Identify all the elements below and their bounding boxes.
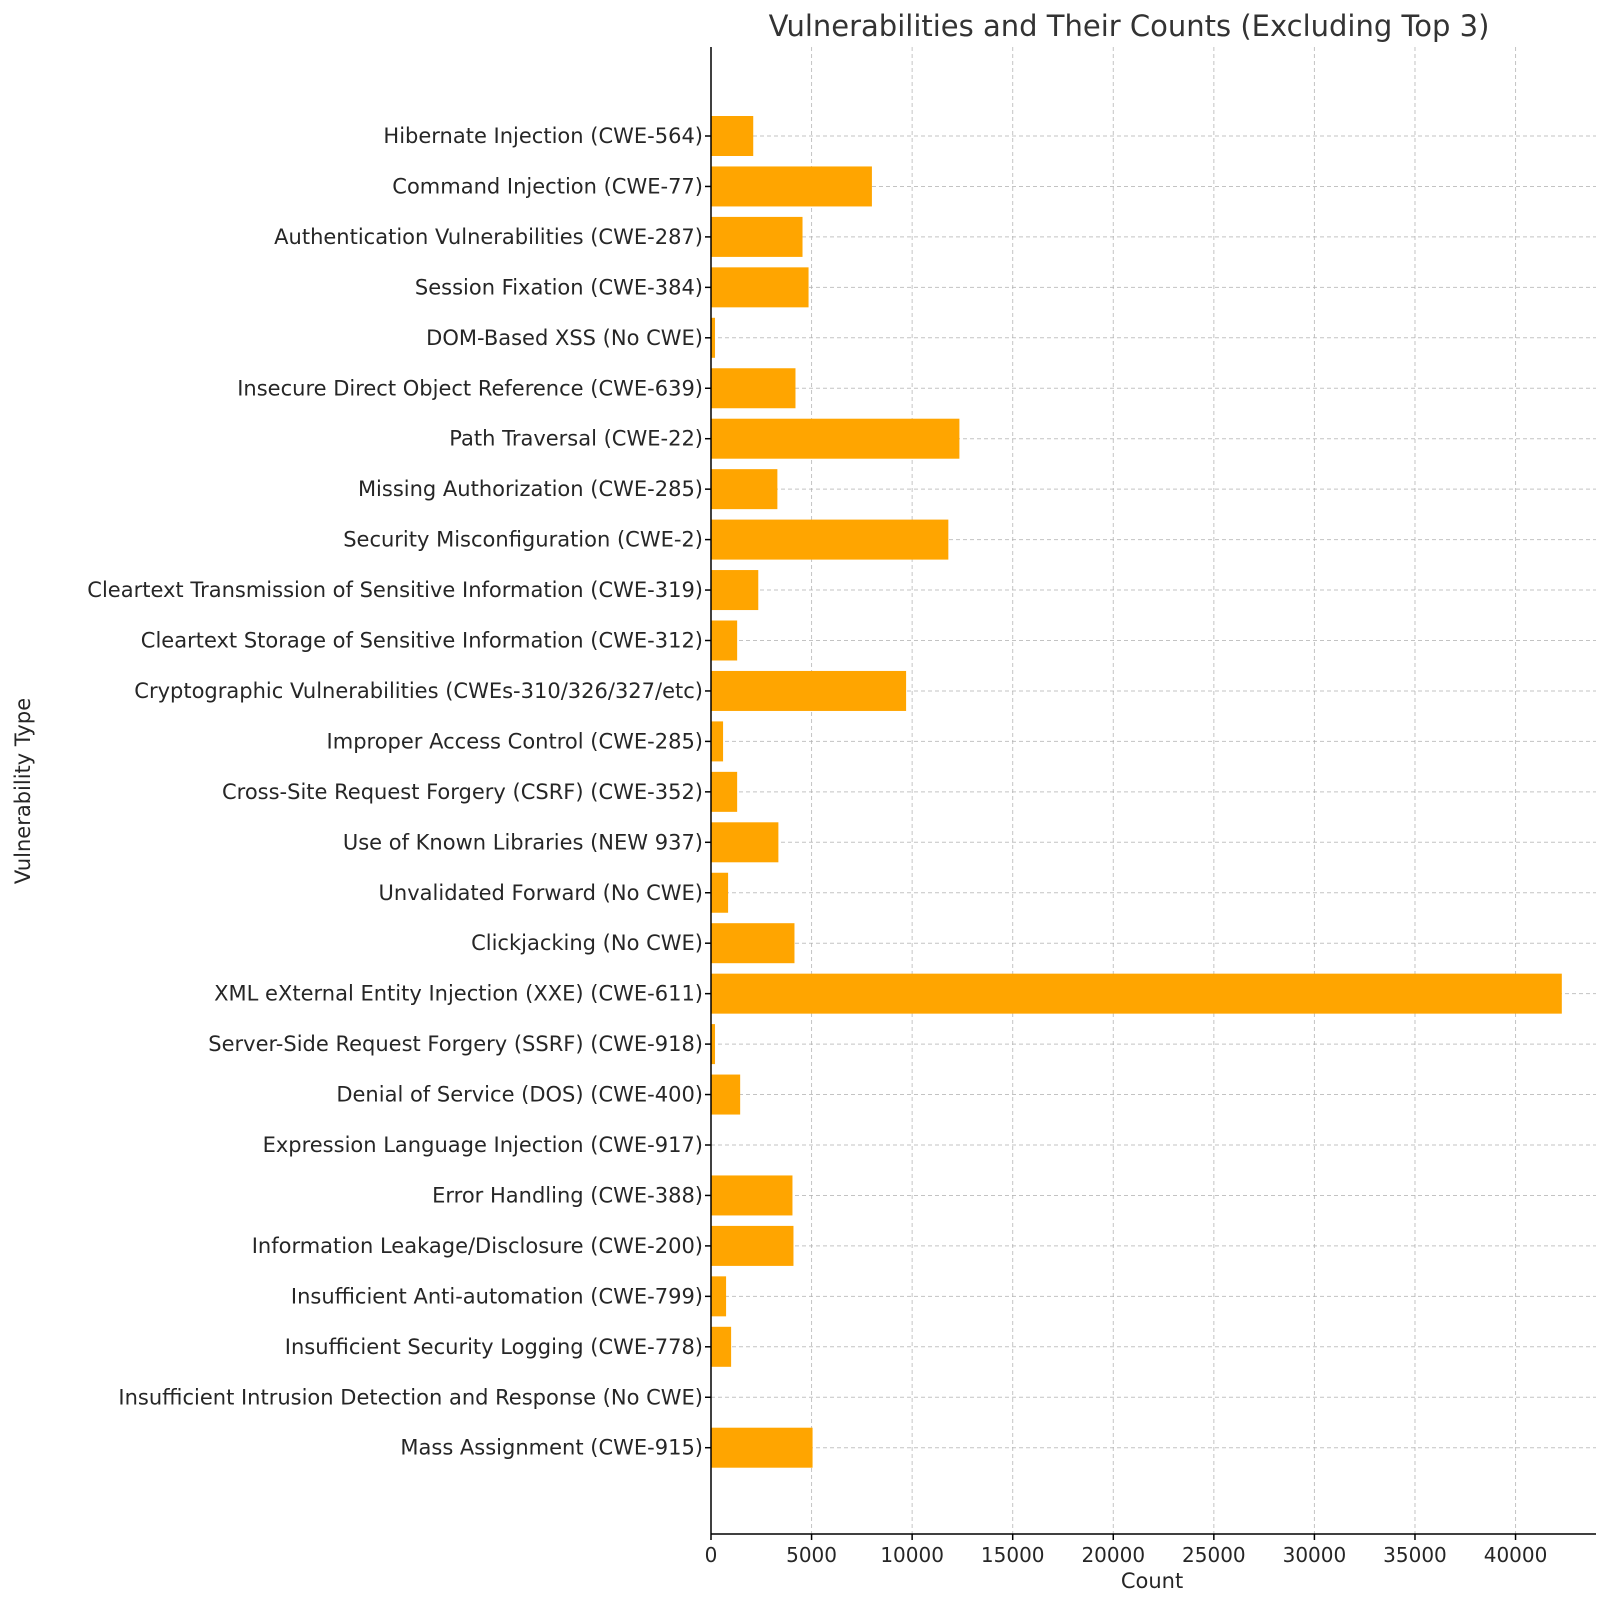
bar <box>711 1074 741 1115</box>
category-label: Cleartext Storage of Sensitive Informati… <box>141 629 703 653</box>
x-tick-label: 25000 <box>1182 1543 1246 1567</box>
bar <box>711 771 738 812</box>
bar <box>711 1175 793 1216</box>
bar <box>711 1427 813 1468</box>
bar <box>711 519 949 560</box>
bar <box>711 570 759 611</box>
category-label: Hibernate Injection (CWE-564) <box>383 124 703 148</box>
category-label: XML eXternal Entity Injection (XXE) (CWE… <box>214 982 703 1006</box>
category-label: Insufficient Security Logging (CWE-778) <box>285 1335 703 1359</box>
bar <box>711 267 809 308</box>
category-label: Cleartext Transmission of Sensitive Info… <box>87 578 703 602</box>
category-label: Command Injection (CWE-77) <box>392 174 703 198</box>
category-label: Expression Language Injection (CWE-917) <box>263 1133 703 1157</box>
axes <box>705 47 1596 1540</box>
bar <box>711 923 795 964</box>
category-label: Path Traversal (CWE-22) <box>449 427 703 451</box>
bar <box>711 973 1562 1014</box>
x-axis-label: Count <box>1121 1569 1183 1593</box>
x-tick-label: 10000 <box>880 1543 944 1567</box>
x-tick-label: 5000 <box>786 1543 837 1567</box>
x-tick-label: 30000 <box>1283 1543 1347 1567</box>
bar <box>711 1326 732 1367</box>
category-label: Insufficient Anti-automation (CWE-799) <box>291 1284 703 1308</box>
bar <box>711 670 907 711</box>
category-label: Mass Assignment (CWE-915) <box>400 1436 703 1460</box>
category-label: Insufficient Intrusion Detection and Res… <box>118 1385 703 1409</box>
category-label: Cross-Site Request Forgery (CSRF) (CWE-3… <box>222 780 703 804</box>
category-label: Denial of Service (DOS) (CWE-400) <box>336 1083 703 1107</box>
bars <box>711 116 1562 1468</box>
bar <box>711 216 803 257</box>
x-tick-label: 35000 <box>1383 1543 1447 1567</box>
bar <box>711 116 754 156</box>
bar <box>711 822 779 863</box>
category-label: DOM-Based XSS (No CWE) <box>426 326 703 350</box>
grid <box>710 47 1596 1534</box>
x-tick-labels: 0 5000 10000 15000 20000 25000 30000 35000 40000 <box>705 1543 1548 1567</box>
category-label: Security Misconfiguration (CWE-2) <box>343 528 703 552</box>
bar <box>711 721 724 762</box>
category-label: Information Leakage/Disclosure (CWE-200) <box>252 1234 703 1258</box>
category-label: Error Handling (CWE-388) <box>432 1183 703 1207</box>
bar <box>711 1225 794 1266</box>
category-label: Insecure Direct Object Reference (CWE-63… <box>237 376 703 400</box>
bar <box>711 1276 727 1317</box>
category-label: Server-Side Request Forgery (SSRF) (CWE-… <box>208 1032 703 1056</box>
y-axis-label: Vulnerability Type <box>11 698 35 884</box>
category-label: Missing Authorization (CWE-285) <box>358 477 703 501</box>
chart-title: Vulnerabilities and Their Counts (Exclud… <box>769 9 1490 43</box>
bar <box>711 317 716 358</box>
x-tick-label: 0 <box>705 1543 718 1567</box>
bar <box>711 620 738 661</box>
bar <box>711 166 872 207</box>
x-tick-label: 40000 <box>1484 1543 1548 1567</box>
category-label: Session Fixation (CWE-384) <box>415 275 703 299</box>
x-tick-label: 20000 <box>1081 1543 1145 1567</box>
bar <box>711 469 778 510</box>
category-label: Unvalidated Forward (No CWE) <box>379 881 703 905</box>
category-label: Cryptographic Vulnerabilities (CWEs-310/… <box>134 679 703 703</box>
x-tick-label: 15000 <box>981 1543 1045 1567</box>
category-label: Improper Access Control (CWE-285) <box>327 729 703 753</box>
category-label: Authentication Vulnerabilities (CWE-287) <box>274 225 703 249</box>
category-labels: Hibernate Injection (CWE-564) Command Inj… <box>87 124 703 1460</box>
bar <box>711 872 729 913</box>
category-label: Clickjacking (No CWE) <box>471 931 703 955</box>
bar <box>711 368 796 409</box>
bar <box>711 1024 716 1065</box>
bar <box>711 418 960 459</box>
category-label: Use of Known Libraries (NEW 937) <box>343 830 703 854</box>
